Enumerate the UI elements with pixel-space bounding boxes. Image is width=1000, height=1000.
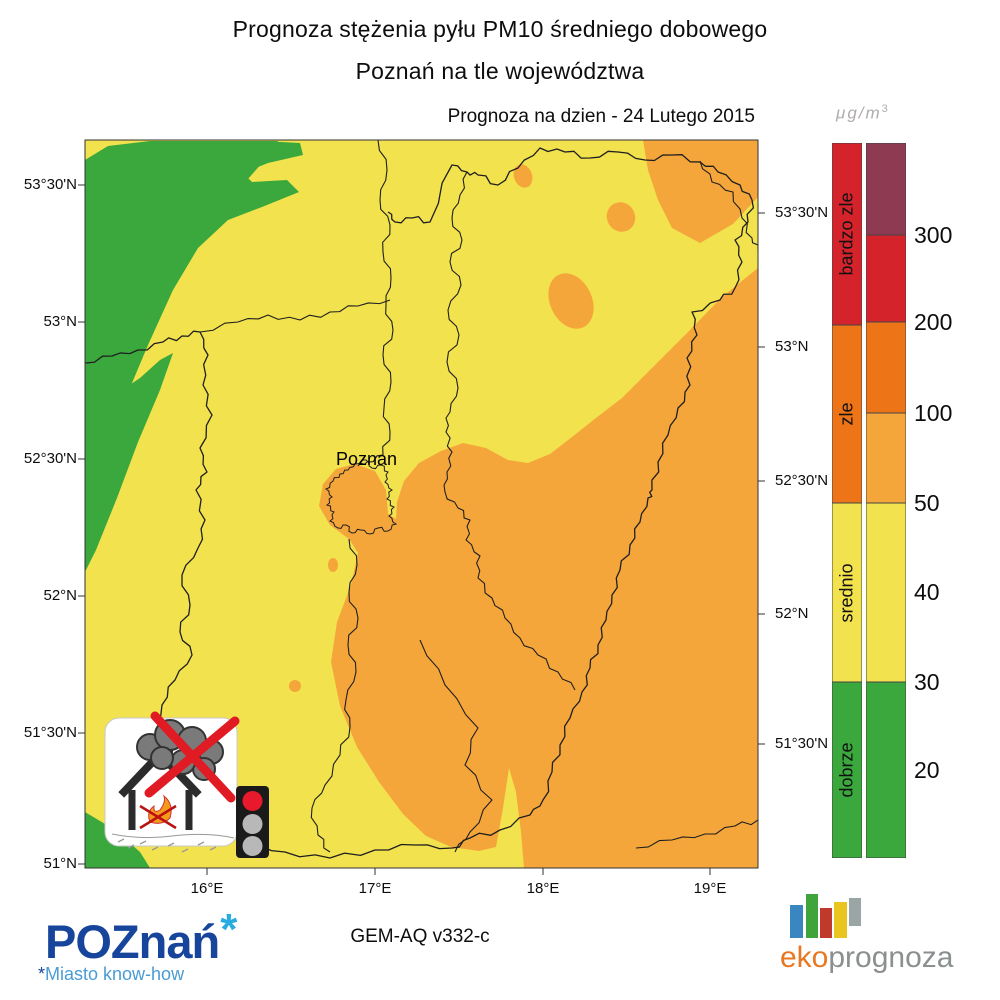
legend-scale-segment <box>866 503 906 682</box>
prognoza-part: prognoza <box>828 941 954 974</box>
legend-category-bardzo-zle: bardzo zle <box>832 143 862 325</box>
legend-value-20: 20 <box>914 757 940 783</box>
eko-part: eko <box>780 941 829 974</box>
lat-label-left: 51°30'N <box>23 724 77 741</box>
page-title-line2: Poznań na tle województwa <box>355 58 645 84</box>
legend-value-100: 100 <box>914 400 953 426</box>
unit-prefix: μg/m <box>836 103 882 123</box>
city-label-poznan: Poznan <box>336 449 398 469</box>
page-title-line1: Prognoza stężenia pyłu PM10 średniego do… <box>232 16 768 42</box>
ekoprognoza-logo: ekoprognoza <box>780 890 980 973</box>
legend-category-zle: zle <box>832 325 862 503</box>
legend-category-label: dobrze <box>836 742 857 798</box>
legend-category-label: srednio <box>836 562 857 623</box>
legend-value-300: 300 <box>914 222 953 248</box>
lat-label-right: 53°N <box>775 338 809 355</box>
lon-label: 16°E <box>190 880 224 897</box>
tagline-star: * <box>38 964 46 984</box>
legend-value-40: 40 <box>914 579 940 605</box>
lat-label-left: 53°N <box>43 313 77 330</box>
poznan-logo-tagline: *Miasto know-how <box>38 964 184 985</box>
lat-label-right: 53°30'N <box>775 204 829 221</box>
lon-label: 18°E <box>526 880 560 897</box>
forecast-date-label: Prognoza na dzien - 24 Lutego 2015 <box>447 106 755 127</box>
lon-label: 19°E <box>693 880 727 897</box>
model-version-label: GEM-AQ v332-c <box>350 926 490 947</box>
legend-value-50: 50 <box>914 490 940 516</box>
unit-sup: 3 <box>881 103 890 115</box>
poznan-wordmark: POZnań <box>45 915 220 968</box>
legend-value-30: 30 <box>914 669 940 695</box>
lat-label-left: 51°N <box>43 855 77 872</box>
legend-unit-label: μg/m3 <box>836 103 890 124</box>
tagline-text: Miasto know-how <box>45 964 185 984</box>
legend-scale-segment <box>866 413 906 503</box>
lat-label-right: 51°30'N <box>775 735 829 752</box>
lat-label-left: 53°30'N <box>23 176 77 193</box>
legend-category-label: bardzo zle <box>836 192 857 276</box>
legend-scale-segment <box>866 235 906 322</box>
legend-scale-segment <box>866 143 906 235</box>
legend-category-dobrze: dobrze <box>832 682 862 858</box>
legend-category-label: zle <box>836 402 857 426</box>
ekoprognoza-bars-icon <box>790 894 861 938</box>
lat-label-left: 52°N <box>43 587 77 604</box>
legend-scale-segment <box>866 322 906 413</box>
legend-category-srednio: srednio <box>832 503 862 682</box>
ekoprognoza-wordmark: ekoprognoza <box>780 943 980 973</box>
lat-label-right: 52°30'N <box>775 472 829 489</box>
legend-scale-segment <box>866 682 906 858</box>
lat-label-left: 52°30'N <box>23 450 77 467</box>
poznan-city-logo: POZnań* <box>45 905 237 968</box>
legend-value-200: 200 <box>914 309 953 335</box>
lat-label-right: 52°N <box>775 605 809 622</box>
poznan-asterisk-icon: * <box>220 905 237 954</box>
lon-label: 17°E <box>358 880 392 897</box>
